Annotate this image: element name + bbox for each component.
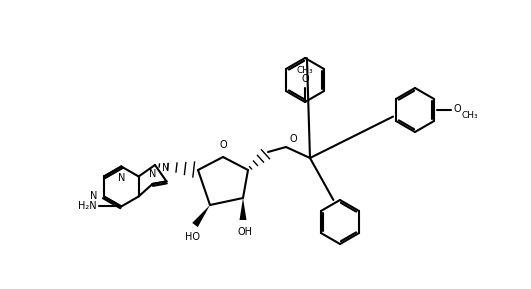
- Text: O: O: [219, 140, 227, 150]
- Polygon shape: [192, 205, 210, 227]
- Text: O: O: [289, 134, 297, 144]
- Text: O: O: [301, 74, 309, 84]
- Text: N: N: [117, 173, 125, 184]
- Polygon shape: [239, 198, 246, 220]
- Text: CH₃: CH₃: [297, 66, 313, 75]
- Text: CH₃: CH₃: [461, 112, 477, 121]
- Text: H₂N: H₂N: [78, 201, 96, 212]
- Text: O: O: [453, 104, 460, 114]
- Text: N: N: [90, 192, 97, 201]
- Text: OH: OH: [237, 227, 253, 237]
- Text: HO: HO: [184, 232, 200, 242]
- Text: N: N: [162, 163, 169, 173]
- Text: N: N: [149, 169, 156, 179]
